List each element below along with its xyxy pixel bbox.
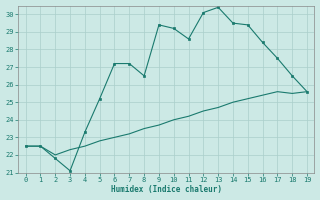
X-axis label: Humidex (Indice chaleur): Humidex (Indice chaleur) (111, 185, 222, 194)
